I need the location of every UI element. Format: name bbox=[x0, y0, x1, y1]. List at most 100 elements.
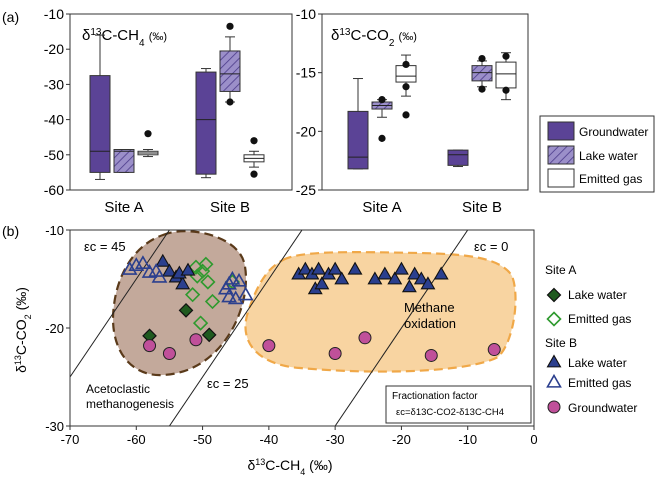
site-b-emitted-gas-point bbox=[128, 257, 145, 271]
scatter-xtick-label: -40 bbox=[259, 432, 278, 447]
acetoclastic-zone bbox=[111, 230, 248, 377]
groundwater-point bbox=[162, 346, 176, 360]
site-b-lake-water-point bbox=[327, 261, 343, 275]
ch4-site-label: Site A bbox=[104, 199, 143, 216]
co2-lake-site-a-outlier bbox=[378, 134, 386, 142]
co2-groundwater-site-b-box bbox=[447, 149, 469, 166]
legend-lake-label: Lake water bbox=[579, 149, 638, 163]
groundwater-point bbox=[262, 339, 276, 353]
ch4-gas-site-b-outlier bbox=[250, 137, 258, 145]
legend-b-site-b-title: Site B bbox=[545, 336, 577, 350]
ch4-ytick-label: -40 bbox=[44, 112, 64, 128]
ch4-lake-site-b-box bbox=[219, 50, 241, 92]
legend-b-site-b-gas-label: Emitted gas bbox=[568, 376, 631, 390]
eps-line-45 bbox=[70, 230, 171, 378]
legend-lake-swatch bbox=[547, 145, 575, 165]
legend-b-site-a-gas-glyph bbox=[546, 311, 562, 327]
legend-b-site-b-gas-glyph bbox=[546, 373, 562, 388]
site-a-lake-water-point bbox=[201, 327, 217, 343]
panel-b-legend: Site A Lake water Emitted gas Site B Lak… bbox=[545, 263, 637, 415]
site-b-emitted-gas-point bbox=[121, 261, 138, 275]
legend-b-site-a-gas-label: Emitted gas bbox=[568, 312, 631, 326]
co2-ytick-label: -15 bbox=[296, 65, 316, 81]
legend-b-site-a-lake-glyph bbox=[546, 287, 562, 303]
scatter-xtick-label: -10 bbox=[458, 432, 477, 447]
legend-b-site-b-lake-label: Lake water bbox=[568, 356, 627, 370]
ch4-ytick-label: -20 bbox=[44, 41, 64, 57]
scatter-ytick-label: -20 bbox=[45, 321, 64, 336]
site-b-emitted-gas-point bbox=[135, 255, 151, 269]
legend-b-site-a-lake-label: Lake water bbox=[568, 288, 627, 302]
site-b-lake-water-point bbox=[180, 262, 196, 276]
site-a-emitted-gas-point bbox=[200, 274, 216, 290]
site-b-emitted-gas-point bbox=[141, 264, 158, 278]
legend-b-site-b-lake-marker bbox=[546, 354, 562, 368]
legend-b-site-a-gas-marker bbox=[546, 311, 562, 327]
co2-lake-site-b-box bbox=[471, 65, 493, 82]
co2-plot-frame bbox=[321, 13, 529, 191]
co2-groundwater-site-a-box bbox=[347, 110, 369, 170]
site-b-lake-water-point bbox=[407, 266, 423, 280]
scatter-xtick-label: 0 bbox=[530, 432, 537, 447]
site-b-lake-water-point bbox=[334, 271, 350, 285]
site-b-emitted-gas-point bbox=[227, 290, 244, 305]
site-b-emitted-gas-point bbox=[231, 272, 247, 287]
oxidation-label-1: Methane bbox=[404, 300, 455, 315]
ch4-ytick-label: -50 bbox=[44, 147, 64, 163]
co2-boxplot: δ13C-CO2 (‰) -25 -20 -15 -10 Site A Site B bbox=[296, 6, 529, 216]
eps-label-25: εc = 25 bbox=[207, 376, 249, 391]
groundwater-point bbox=[487, 343, 501, 357]
co2-ytick-label: -10 bbox=[296, 6, 316, 22]
site-b-lake-water-point bbox=[420, 276, 436, 290]
legend-groundwater-label: Groundwater bbox=[579, 125, 648, 139]
eps-label-45: εc = 45 bbox=[84, 239, 126, 254]
fraction-box bbox=[385, 385, 532, 424]
ch4-title: δ13C-CH4 (‰) bbox=[82, 27, 167, 49]
legend-b-site-b-gas-marker bbox=[546, 373, 562, 388]
site-b-lake-water-point bbox=[175, 276, 191, 290]
co2-ytick-label: -25 bbox=[296, 182, 316, 198]
site-a-emitted-gas-point bbox=[198, 256, 214, 272]
groundwater-point bbox=[424, 348, 438, 362]
ch4-groundwater-site-a-box bbox=[89, 75, 111, 173]
ch4-lake-site-b-outlier bbox=[226, 98, 234, 106]
groundwater-point bbox=[328, 346, 342, 360]
co2-site-label: Site A bbox=[362, 199, 401, 216]
panel-a-letter: (a) bbox=[2, 9, 19, 25]
site-b-emitted-gas-point bbox=[221, 288, 237, 303]
panel-b-letter: (b) bbox=[2, 223, 19, 239]
scatter-xtick-label: -60 bbox=[127, 432, 146, 447]
legend-b-site-a-lake-marker bbox=[546, 287, 562, 303]
co2-gas-site-b-outlier bbox=[502, 86, 510, 94]
legend-b-site-a-title: Site A bbox=[545, 263, 576, 277]
site-a-lake-water-point bbox=[178, 303, 194, 318]
co2-gas-site-a-outlier bbox=[402, 111, 410, 119]
ch4-groundwater-site-b-box bbox=[195, 71, 217, 175]
scatter-x-axis-title: δ13C-CH4 (‰) bbox=[247, 457, 332, 477]
ch4-ytick-label: -30 bbox=[44, 76, 64, 92]
co2-gas-site-a-box bbox=[395, 65, 417, 83]
legend-b-groundwater-glyph bbox=[547, 400, 561, 414]
fraction-box-formula: εc=δ13C-CO2-δ13C-CH4 bbox=[396, 407, 504, 418]
ch4-boxplot: δ13C-CH4 (‰) -60 -50 -40 -30 -20 -10 Site A Si… bbox=[44, 6, 293, 216]
co2-lake-site-b-outlier bbox=[478, 85, 486, 93]
co2-title: δ13C-CO2 (‰) bbox=[331, 27, 417, 49]
scatter-ytick-label: -30 bbox=[45, 419, 64, 434]
ch4-site-label: Site B bbox=[210, 199, 250, 216]
site-b-lake-water-point bbox=[401, 279, 417, 293]
scatter-y-axis-title: δ13C-CO2 (‰) bbox=[13, 287, 33, 373]
co2-gas-site-b-outlier bbox=[502, 52, 510, 60]
scatter-plot: -70 -60 -50 -40 -30 -20 -10 0-30-20-10 εc = 45 … bbox=[13, 223, 538, 477]
oxidation-zone bbox=[244, 251, 517, 373]
site-b-lake-water-point bbox=[367, 271, 383, 285]
acetoclastic-label-2: methanogenesis bbox=[86, 397, 174, 411]
groundwater-point bbox=[358, 331, 372, 345]
site-b-lake-water-point bbox=[387, 271, 403, 285]
site-a-emitted-gas-point bbox=[204, 293, 221, 310]
ch4-gas-site-b-outlier bbox=[250, 170, 258, 178]
co2-site-label: Site B bbox=[462, 199, 502, 216]
ch4-ytick-label: -10 bbox=[44, 6, 64, 22]
ch4-lake-site-a-box bbox=[113, 149, 135, 173]
site-a-emitted-gas-point bbox=[184, 287, 201, 303]
